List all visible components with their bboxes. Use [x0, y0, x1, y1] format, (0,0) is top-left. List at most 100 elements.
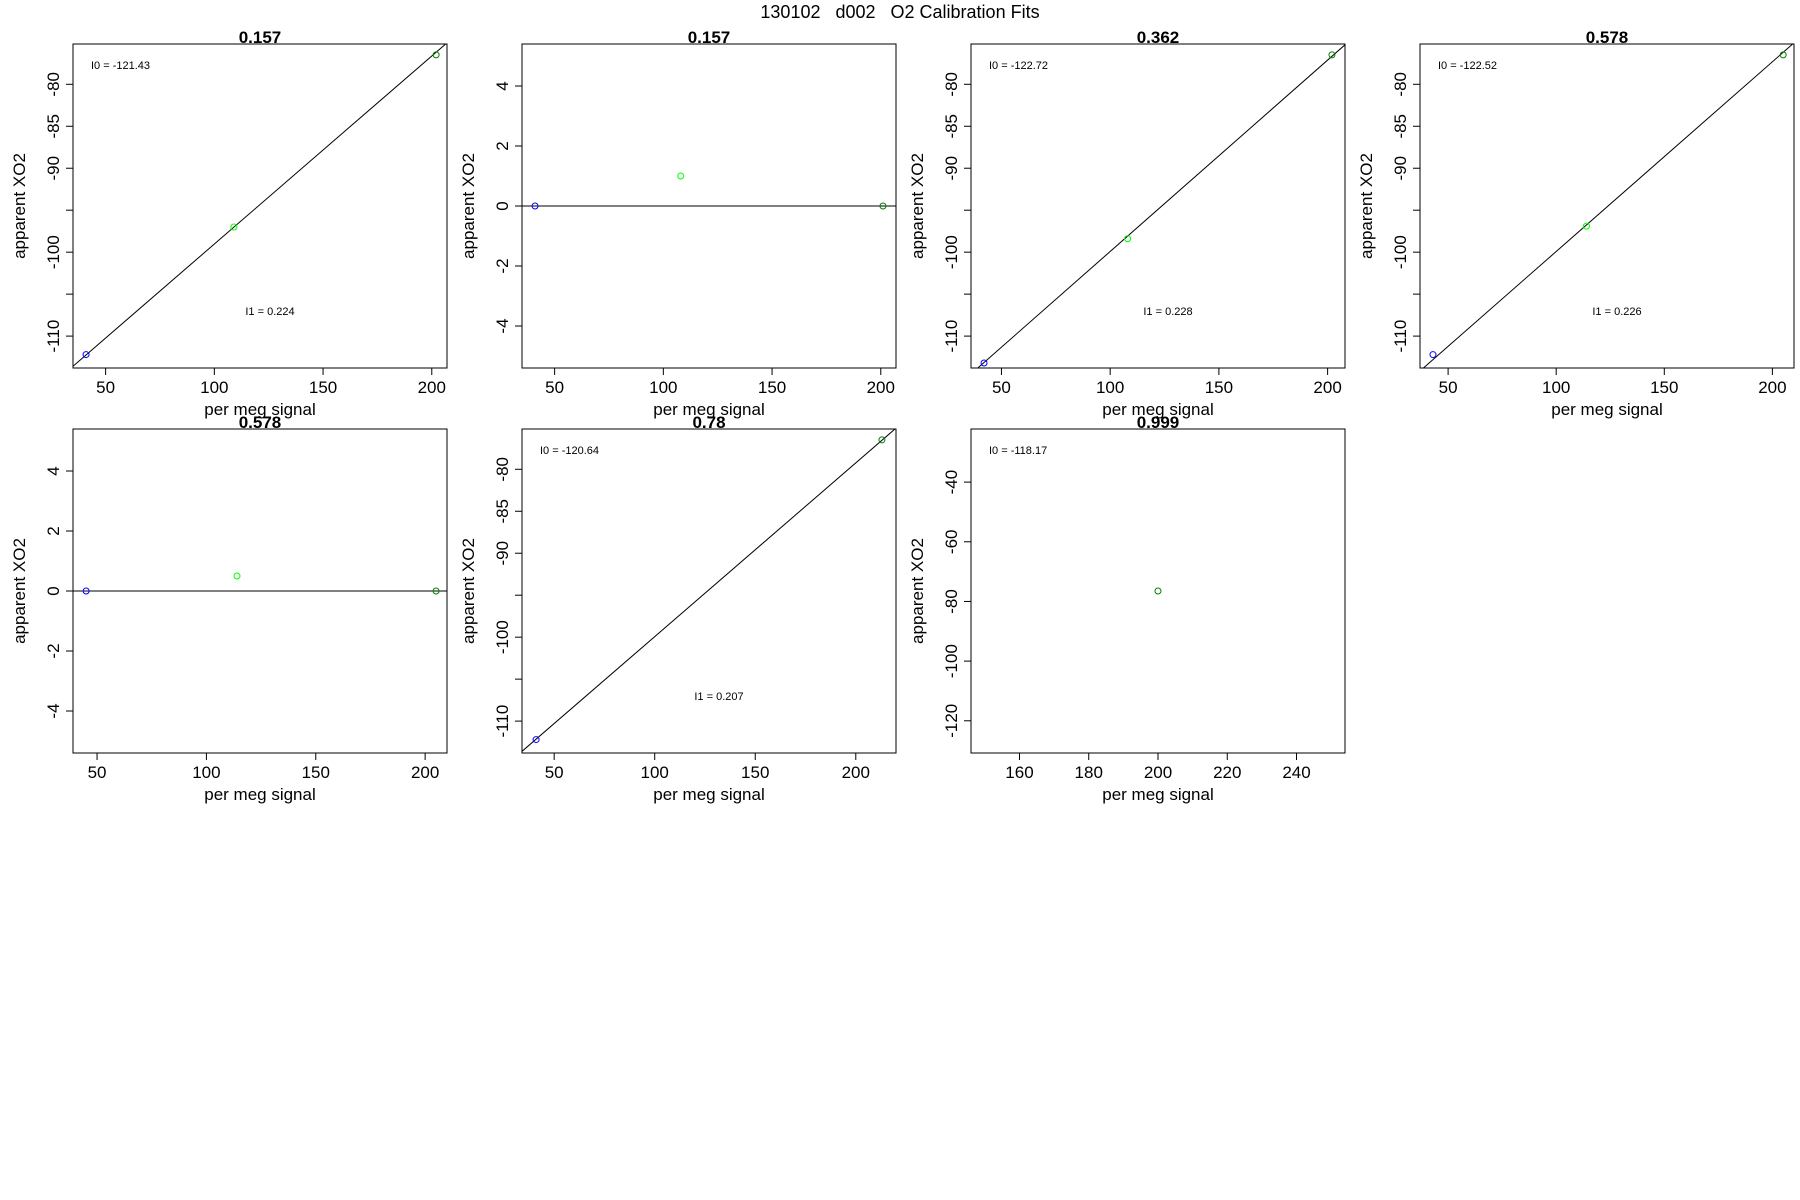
x-axis-label: per meg signal — [1551, 400, 1663, 419]
chart-title: 0.578 — [1586, 28, 1629, 47]
intercept-annotation: I0 = -121.43 — [91, 60, 150, 72]
plot-frame — [72, 43, 448, 369]
x-tick-label: 100 — [1096, 378, 1124, 397]
intercept-annotation: I0 = -122.72 — [989, 60, 1048, 72]
data-point — [879, 202, 887, 210]
y-tick-label: -60 — [942, 529, 961, 554]
x-tick-label: 100 — [200, 378, 228, 397]
y-axis-label: apparent XO2 — [10, 538, 29, 644]
chart-title: 0.362 — [1137, 28, 1180, 47]
data-point — [82, 587, 90, 595]
chart-panel-1: 0.157 50 100 150 200 per meg signal -80 -85 -90 -… — [10, 28, 448, 419]
y-tick-label: -85 — [493, 499, 512, 524]
x-tick-label: 200 — [867, 378, 895, 397]
x-axis-label: per meg signal — [1102, 785, 1214, 804]
plot-frame — [521, 428, 897, 754]
y-tick-label: 4 — [493, 81, 512, 90]
intercept-annotation: I0 = -122.52 — [1438, 60, 1497, 72]
y-tick-label: -110 — [1391, 320, 1410, 353]
y-tick-label: -80 — [1391, 72, 1410, 97]
x-tick-label: 150 — [1650, 378, 1678, 397]
data-point — [878, 436, 886, 444]
y-tick-label: -100 — [493, 620, 512, 654]
figure-title: 130102 d002 O2 Calibration Fits — [760, 2, 1040, 22]
y-tick-label: 2 — [44, 526, 63, 535]
data-point — [980, 359, 988, 367]
slope-annotation: I1 = 0.207 — [694, 691, 743, 703]
x-tick-label: 240 — [1282, 763, 1310, 782]
x-tick-label: 100 — [1542, 378, 1570, 397]
y-tick-label: -85 — [942, 114, 961, 139]
chart-panel-5: 0.578 50 100 150 200 per meg signal 4 2 0 -2 -4 app… — [10, 413, 448, 804]
y-tick-label: 0 — [44, 586, 63, 595]
chart-title: 0.578 — [239, 413, 282, 432]
y-axis-label: apparent XO2 — [908, 153, 927, 259]
y-tick-label: -85 — [44, 114, 63, 139]
y-tick-label: -85 — [1391, 114, 1410, 139]
x-tick-label: 200 — [411, 763, 439, 782]
y-tick-label: -80 — [493, 457, 512, 482]
x-tick-label: 200 — [1758, 378, 1786, 397]
y-tick-label: -90 — [942, 156, 961, 181]
slope-annotation: I1 = 0.226 — [1592, 306, 1641, 318]
x-tick-label: 180 — [1075, 763, 1103, 782]
y-tick-label: -40 — [942, 470, 961, 495]
y-tick-label: -100 — [942, 644, 961, 678]
chart-panel-4: 0.578 50 100 150 200 per meg signal -80 -85 -90 -… — [1357, 28, 1795, 419]
x-tick-label: 200 — [1144, 763, 1172, 782]
fit-line — [73, 44, 447, 367]
y-tick-label: -110 — [942, 320, 961, 353]
x-tick-label: 50 — [1439, 378, 1458, 397]
slope-annotation: I1 = 0.224 — [245, 306, 294, 318]
data-point — [531, 202, 539, 210]
chart-title: 0.78 — [692, 413, 725, 432]
fit-line — [522, 429, 896, 752]
x-axis-label: per meg signal — [1102, 400, 1214, 419]
data-point — [1429, 351, 1437, 359]
data-point — [1124, 235, 1132, 243]
y-tick-label: -90 — [44, 156, 63, 181]
y-axis-label: apparent XO2 — [459, 538, 478, 644]
x-tick-label: 150 — [741, 763, 769, 782]
chart-panel-7: 0.999 160 180 200 220 240 per meg signal -40 -60… — [908, 413, 1346, 804]
y-tick-label: -4 — [44, 703, 63, 718]
y-tick-label: -2 — [44, 643, 63, 658]
x-tick-label: 150 — [1205, 378, 1233, 397]
y-tick-label: 0 — [493, 201, 512, 210]
data-point — [1154, 587, 1162, 595]
x-tick-label: 220 — [1213, 763, 1241, 782]
x-tick-label: 150 — [309, 378, 337, 397]
x-tick-label: 160 — [1005, 763, 1033, 782]
y-tick-label: 2 — [493, 141, 512, 150]
y-axis-label: apparent XO2 — [1357, 153, 1376, 259]
y-tick-label: -110 — [44, 320, 63, 353]
y-tick-label: -100 — [1391, 235, 1410, 269]
x-tick-label: 200 — [1313, 378, 1341, 397]
x-axis-label: per meg signal — [653, 400, 765, 419]
slope-annotation: I1 = 0.228 — [1143, 306, 1192, 318]
y-tick-label: -100 — [942, 235, 961, 269]
x-tick-label: 50 — [545, 378, 564, 397]
y-tick-label: -80 — [942, 72, 961, 97]
data-point — [432, 587, 440, 595]
data-point — [432, 51, 440, 59]
data-point — [82, 351, 90, 359]
intercept-annotation: I0 = -120.64 — [540, 445, 599, 457]
plot-frame — [1419, 43, 1795, 369]
intercept-annotation: I0 = -118.17 — [989, 445, 1047, 457]
chart-title: 0.157 — [688, 28, 731, 47]
x-tick-label: 100 — [192, 763, 220, 782]
y-axis-label: apparent XO2 — [908, 538, 927, 644]
y-tick-label: -120 — [942, 704, 961, 738]
data-point — [1582, 222, 1590, 230]
y-tick-label: -110 — [493, 705, 512, 738]
y-tick-label: -90 — [493, 541, 512, 566]
y-tick-label: -80 — [44, 72, 63, 97]
chart-panel-6: 0.78 50 100 150 200 per meg signal -80 -85 -90 -1… — [459, 413, 897, 804]
fit-line — [977, 44, 1345, 368]
y-tick-label: -2 — [493, 258, 512, 273]
x-tick-label: 50 — [88, 763, 107, 782]
y-axis-label: apparent XO2 — [10, 153, 29, 259]
x-tick-label: 50 — [992, 378, 1011, 397]
chart-panel-3: 0.362 50 100 150 200 per meg signal -80 -85 -90 -… — [908, 28, 1346, 419]
